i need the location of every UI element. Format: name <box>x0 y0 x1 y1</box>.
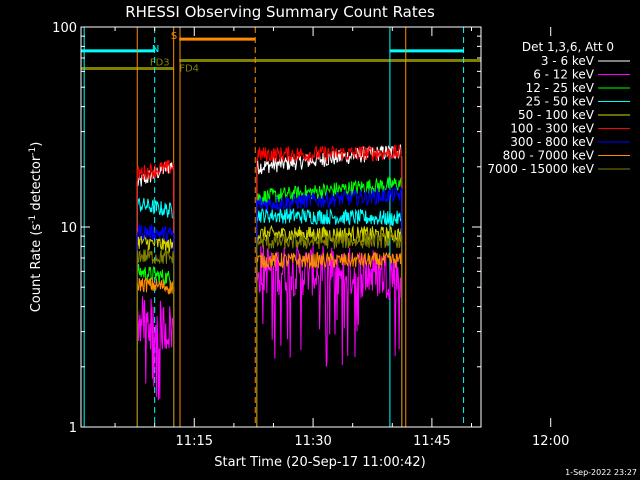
x-tick-label: 11:15 <box>176 434 213 449</box>
legend-label: 6 - 12 keV <box>533 68 595 82</box>
series-trace <box>256 251 403 427</box>
x-tick-label: 11:30 <box>294 434 331 449</box>
series-line <box>136 244 403 427</box>
series-trace <box>256 144 403 427</box>
x-tick-label: 12:00 <box>532 434 569 449</box>
legend-label: 50 - 100 keV <box>518 108 595 122</box>
series-trace <box>136 224 175 427</box>
y-label-close: ) <box>29 142 44 147</box>
series-trace <box>136 160 175 427</box>
x-axis-label: Start Time (20-Sep-17 11:00:42) <box>214 455 425 470</box>
legend-label: 300 - 800 keV <box>510 135 594 149</box>
legend-label: 800 - 7000 keV <box>503 149 595 163</box>
legend-label: 3 - 6 keV <box>541 54 595 68</box>
footer-timestamp: 1-Sep-2022 23:27 <box>565 468 637 477</box>
legend-label: 25 - 50 keV <box>526 95 595 109</box>
y-axis-label: Count Rate (s-1 detector-1) <box>28 142 44 313</box>
y-tick-label: 10 <box>60 221 77 236</box>
legend-header: Det 1,3,6, Att 0 <box>522 40 614 54</box>
series-trace <box>256 224 403 427</box>
chart-title: RHESSI Observing Summary Count Rates <box>125 3 435 21</box>
series-line <box>136 176 403 427</box>
y-tick-label: 100 <box>52 21 77 36</box>
series-trace <box>136 197 175 427</box>
series-line <box>136 231 403 427</box>
series-trace <box>136 296 175 427</box>
series-line <box>136 144 403 427</box>
y-label-sup-1: -1 <box>28 215 38 224</box>
series-line <box>136 197 403 427</box>
flag-label: FD3 <box>150 58 170 69</box>
series-trace <box>136 248 175 427</box>
series-line <box>136 251 403 427</box>
series-trace <box>136 277 175 427</box>
flag-lines: NFD3FD4S <box>81 31 481 74</box>
flag-label: N <box>152 44 159 55</box>
legend-label: 12 - 25 keV <box>526 81 595 95</box>
data-series <box>136 144 403 427</box>
y-label-detector: detector <box>29 155 44 215</box>
series-trace <box>256 231 403 427</box>
y-label-sup-2: -1 <box>28 147 38 156</box>
legend-label: 100 - 300 keV <box>510 122 594 136</box>
y-label-main: Count Rate (s <box>29 224 44 313</box>
series-trace <box>256 186 403 427</box>
series-line <box>136 186 403 427</box>
series-trace <box>136 263 175 427</box>
x-tick-label: 11:45 <box>413 434 450 449</box>
legend-label: 7000 - 15000 keV <box>487 162 594 176</box>
series-trace <box>256 244 403 427</box>
y-tick-label: 1 <box>69 421 77 436</box>
series-trace <box>256 206 403 427</box>
series-trace <box>256 176 403 427</box>
flag-label: FD4 <box>179 63 199 74</box>
